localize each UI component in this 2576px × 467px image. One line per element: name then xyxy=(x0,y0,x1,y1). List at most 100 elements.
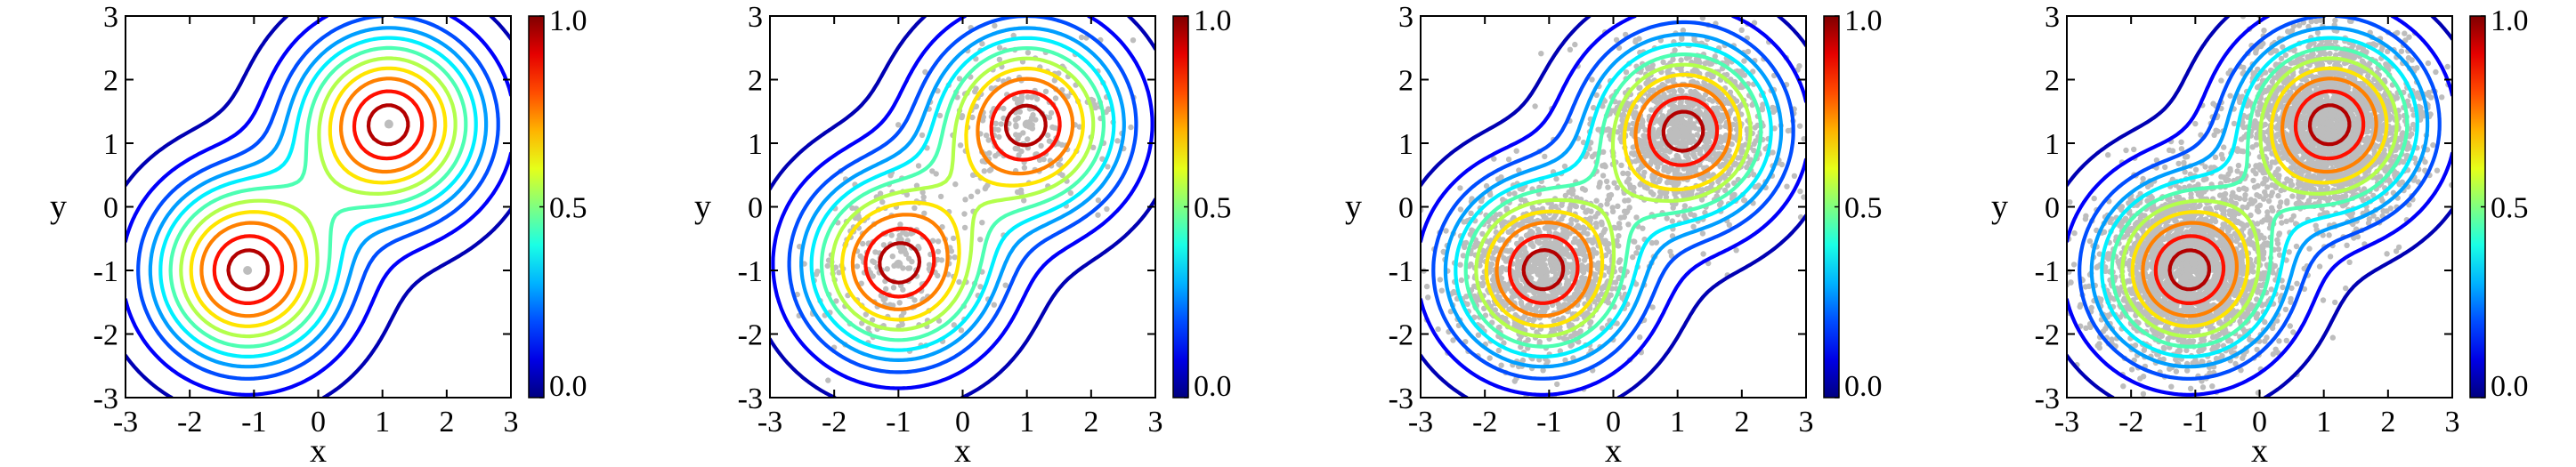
sample-point xyxy=(1567,230,1573,237)
sample-point xyxy=(1681,203,1689,209)
sample-point xyxy=(1056,70,1062,76)
sample-point xyxy=(1462,239,1470,246)
sample-point xyxy=(1674,153,1681,160)
sample-point xyxy=(1672,47,1678,53)
sample-point xyxy=(1567,333,1575,340)
sample-point xyxy=(2434,167,2441,173)
sample-point xyxy=(1566,322,1573,328)
sample-point xyxy=(2071,229,2078,237)
sample-point xyxy=(1670,56,1676,63)
mode-marker xyxy=(1538,266,1548,275)
sample-point xyxy=(1036,157,1043,163)
sample-point xyxy=(1731,180,1738,186)
sample-point xyxy=(2200,176,2207,183)
sample-point xyxy=(968,193,975,199)
sample-point xyxy=(1620,170,1626,176)
sample-point xyxy=(1811,141,1817,147)
sample-point xyxy=(1632,238,1638,245)
y-tick-label: -2 xyxy=(738,319,763,352)
sample-point xyxy=(889,254,895,260)
sample-point xyxy=(1435,326,1441,333)
sample-point xyxy=(2320,297,2327,303)
sample-point xyxy=(1689,151,1697,157)
sample-point xyxy=(2105,152,2111,158)
sample-point xyxy=(1595,126,1601,133)
x-axis-label: x xyxy=(310,432,327,467)
sample-point xyxy=(1529,229,1535,236)
x-tick-label: -2 xyxy=(177,406,202,439)
sample-point xyxy=(2455,123,2460,128)
sample-point xyxy=(1530,318,1536,324)
sample-point xyxy=(1549,268,1556,275)
sample-point xyxy=(2398,48,2405,54)
sample-point xyxy=(1104,205,1110,213)
sample-point xyxy=(1706,132,1713,138)
plot-area xyxy=(126,16,511,398)
y-tick-label: -2 xyxy=(93,319,118,352)
sample-point xyxy=(1691,10,1697,15)
sample-point xyxy=(1528,241,1535,248)
sample-point xyxy=(962,197,968,203)
sample-point xyxy=(865,326,871,332)
sample-point xyxy=(832,264,839,270)
sample-point xyxy=(991,302,998,308)
sample-point xyxy=(1614,238,1620,244)
sample-point xyxy=(1738,27,1745,33)
sample-point xyxy=(920,194,927,200)
sample-point xyxy=(1105,164,1111,170)
sample-point xyxy=(1532,262,1538,269)
sample-point xyxy=(958,327,965,334)
sample-point xyxy=(2402,30,2408,36)
sample-point xyxy=(1679,35,1685,41)
sample-point xyxy=(1670,205,1676,211)
sample-point xyxy=(995,126,1001,133)
sample-point xyxy=(1016,152,1022,158)
sample-point xyxy=(890,302,896,309)
sample-point xyxy=(1013,132,1019,138)
sample-point xyxy=(1579,246,1586,252)
sample-point xyxy=(825,377,831,383)
sample-point xyxy=(1443,228,1449,234)
sample-point xyxy=(1726,221,1733,228)
sample-point xyxy=(1661,148,1668,154)
sample-point xyxy=(1688,88,1694,95)
sample-point xyxy=(1685,134,1691,141)
sample-point xyxy=(814,269,821,275)
sample-point xyxy=(1666,128,1673,134)
sample-point xyxy=(1818,51,1823,56)
sample-point xyxy=(849,205,855,212)
sample-point xyxy=(922,68,928,76)
sample-point xyxy=(1752,125,1758,131)
x-tick-label: 1 xyxy=(375,406,390,439)
sample-point xyxy=(1609,205,1616,211)
sample-point xyxy=(1808,172,1813,177)
x-axis-label: x xyxy=(954,432,971,467)
sample-point xyxy=(1770,109,1777,115)
sample-point xyxy=(879,198,886,205)
sample-point xyxy=(1114,138,1121,144)
sample-point xyxy=(1503,205,1510,212)
sample-point xyxy=(1532,103,1538,109)
sample-point xyxy=(1128,124,1134,131)
sample-point xyxy=(1771,125,1778,132)
sample-point xyxy=(1617,135,1624,142)
sample-point xyxy=(1021,197,1027,204)
sample-point xyxy=(1594,263,1601,270)
sample-point xyxy=(1703,119,1710,126)
sample-point xyxy=(977,237,984,243)
sample-point xyxy=(951,322,958,328)
colorbar-tick-label: 0.5 xyxy=(1194,192,1232,225)
sample-point xyxy=(1462,244,1468,250)
sample-point xyxy=(938,257,945,263)
sample-point xyxy=(1529,205,1536,211)
sample-point xyxy=(1051,77,1058,84)
sample-point xyxy=(1528,275,1535,282)
contour-line xyxy=(136,16,500,381)
sample-point xyxy=(1698,197,1705,203)
sample-point xyxy=(2460,80,2466,85)
sample-point xyxy=(1536,339,1543,345)
sample-point xyxy=(1664,215,1670,221)
sample-point xyxy=(1635,245,1641,251)
